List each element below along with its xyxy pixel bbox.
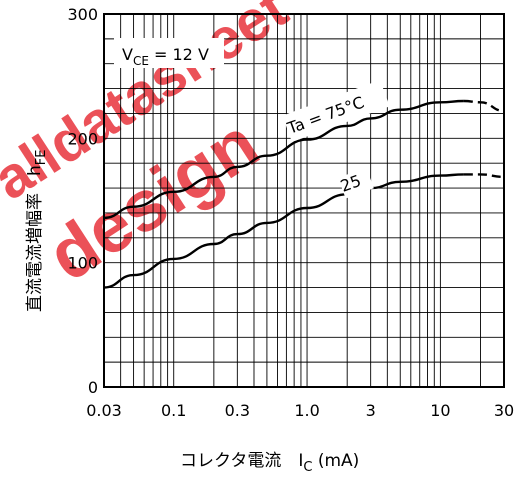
condition-box-bg xyxy=(114,38,224,68)
condition-box: VCE = 12 V xyxy=(114,38,224,68)
y-tick-label: 0 xyxy=(88,378,98,397)
condition-label: VCE = 12 V xyxy=(122,45,209,68)
x-tick-label: 3 xyxy=(366,401,376,420)
plot-frame xyxy=(103,13,505,388)
x-axis-label-main: コレクタ電流 I xyxy=(180,451,303,471)
series-1-line-dashed xyxy=(463,173,505,179)
y-tick-label: 100 xyxy=(67,254,98,273)
x-axis-label-unit: (mA) xyxy=(312,451,359,471)
condition-main: V xyxy=(122,45,133,64)
y-axis-label-sub: FE xyxy=(34,150,49,166)
x-tick-label: 0.3 xyxy=(225,401,250,420)
series-label-25: 25 xyxy=(338,167,374,199)
series-label-25-bg xyxy=(338,167,374,199)
y-tick-label: 200 xyxy=(67,129,98,148)
series-0-line-dashed xyxy=(463,99,505,113)
condition-sub: CE xyxy=(133,54,149,68)
series-0-line xyxy=(103,99,464,220)
x-tick-label: 0.1 xyxy=(161,401,186,420)
y-axis-label: 直流電流増幅率 hFE xyxy=(25,150,49,312)
series-label-75: Ta = 75°C xyxy=(282,80,390,142)
x-tick-label: 10 xyxy=(430,401,450,420)
condition-rest: = 12 V xyxy=(149,45,209,64)
x-tick-label: 1.0 xyxy=(294,401,319,420)
x-tick-label: 0.03 xyxy=(86,401,122,420)
series-1-line xyxy=(103,173,464,289)
grid xyxy=(104,14,504,387)
x-axis-label: コレクタ電流 IC (mA) xyxy=(180,451,359,475)
y-tick-label: 300 xyxy=(67,5,98,24)
curves xyxy=(103,99,505,289)
x-axis-label-sub: C xyxy=(303,460,312,475)
y-axis-label-main: 直流電流増幅率 h xyxy=(25,165,45,312)
series-label-75-bg xyxy=(282,80,390,142)
x-tick-label: 30 xyxy=(494,401,514,420)
